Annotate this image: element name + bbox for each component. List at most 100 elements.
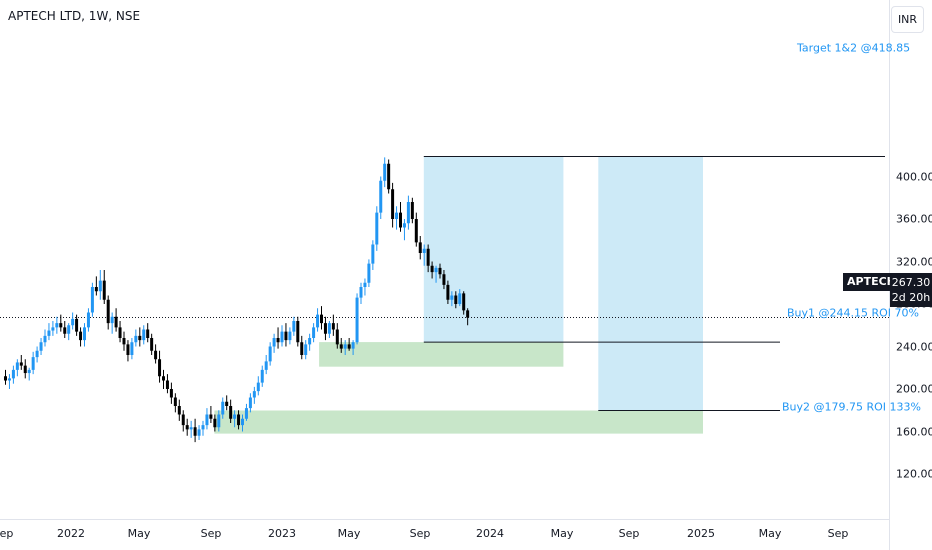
candle-body [98,280,102,292]
candle [169,382,173,404]
candle [260,365,264,387]
candle-body [27,369,31,374]
zones-layer [214,156,703,434]
candle [241,414,244,432]
time-tick-label: 2025 [687,527,715,540]
candle-body [55,323,59,328]
candle-body [173,397,177,406]
candle [343,340,347,355]
time-tick-label: 2022 [57,527,85,540]
candle [27,367,31,381]
candle [146,323,150,343]
candle [106,295,110,330]
candle [47,323,51,341]
candle [351,340,355,355]
candle [438,263,442,279]
candle [327,321,331,338]
candle [339,338,343,353]
candle [284,323,288,347]
candle [300,335,304,360]
candle-body [426,248,430,266]
candle-body [450,295,454,300]
target-label[interactable]: Target 1&2 @418.85 [797,41,911,55]
candle [7,374,11,389]
candle-body [367,263,371,283]
levels-layer [0,155,889,412]
candle [205,408,209,430]
buy-zone-2 [319,342,564,367]
price-tick-label: 160.00 [896,425,932,438]
candle-body [355,297,359,343]
time-tick-label: Sep [0,527,14,540]
price-tick-label: 200.00 [896,382,932,396]
candle [391,182,395,228]
candle-body [454,295,458,304]
candle [173,393,177,413]
candle-body [213,418,217,428]
candle [323,316,327,341]
last-price-tag: 267.30 2d 20h [890,273,932,307]
candle [150,333,154,355]
price-tick-label: 240.00 [896,340,932,353]
candle [395,206,399,230]
candle-body [312,327,316,338]
candle-body [466,310,470,318]
candle [304,340,308,360]
candle [233,410,237,428]
time-tick-label: May [550,527,574,540]
candle-body [406,202,410,224]
candle [142,325,146,345]
candle-body [63,327,67,334]
candle-body [197,429,201,436]
candle-body [146,329,150,338]
candle [71,312,75,330]
candle-body [79,331,83,341]
candle-body [248,397,252,409]
candle-body [7,378,11,381]
candle-body [458,293,462,304]
candle [244,403,248,421]
candle-body [343,344,347,349]
candle-body [292,321,296,332]
candle-body [94,287,98,292]
candle-body [114,316,118,328]
candle-body [134,335,138,343]
candle-body [237,414,241,426]
time-tick-label: May [758,527,782,540]
candle-body [308,338,312,345]
candle-body [158,359,162,377]
bar-countdown: 2d 20h [891,291,931,304]
buy2-label[interactable]: Buy2 @179.75 ROI 133% [782,400,921,414]
candle [442,270,446,290]
candle-body [387,163,391,190]
candle-body [201,425,205,430]
time-tick-label: May [337,527,361,540]
price-tick-label: 400.00 [896,170,932,183]
candle-body [442,274,446,285]
candle [316,308,320,332]
candle [355,293,359,345]
candle [217,410,221,432]
candle-body [272,338,276,347]
candle [67,323,71,341]
candle [308,333,312,351]
candle-body [300,342,304,355]
last-price-value: 267.30 [891,276,931,289]
buy1-label[interactable]: Buy1 @244.15 ROI 70% [787,306,919,320]
candle [213,414,217,432]
candle-body [90,287,94,313]
candle-body [335,329,339,345]
candle [268,342,272,366]
candle-body [209,414,213,419]
candle [229,399,233,423]
candle-body [86,312,90,328]
candle-body [438,267,442,275]
candle-body [75,318,79,332]
candle-body [23,365,27,374]
candle-body [138,335,142,341]
candle [4,369,7,385]
currency-button[interactable]: INR [891,6,924,33]
candle-body [205,414,209,426]
